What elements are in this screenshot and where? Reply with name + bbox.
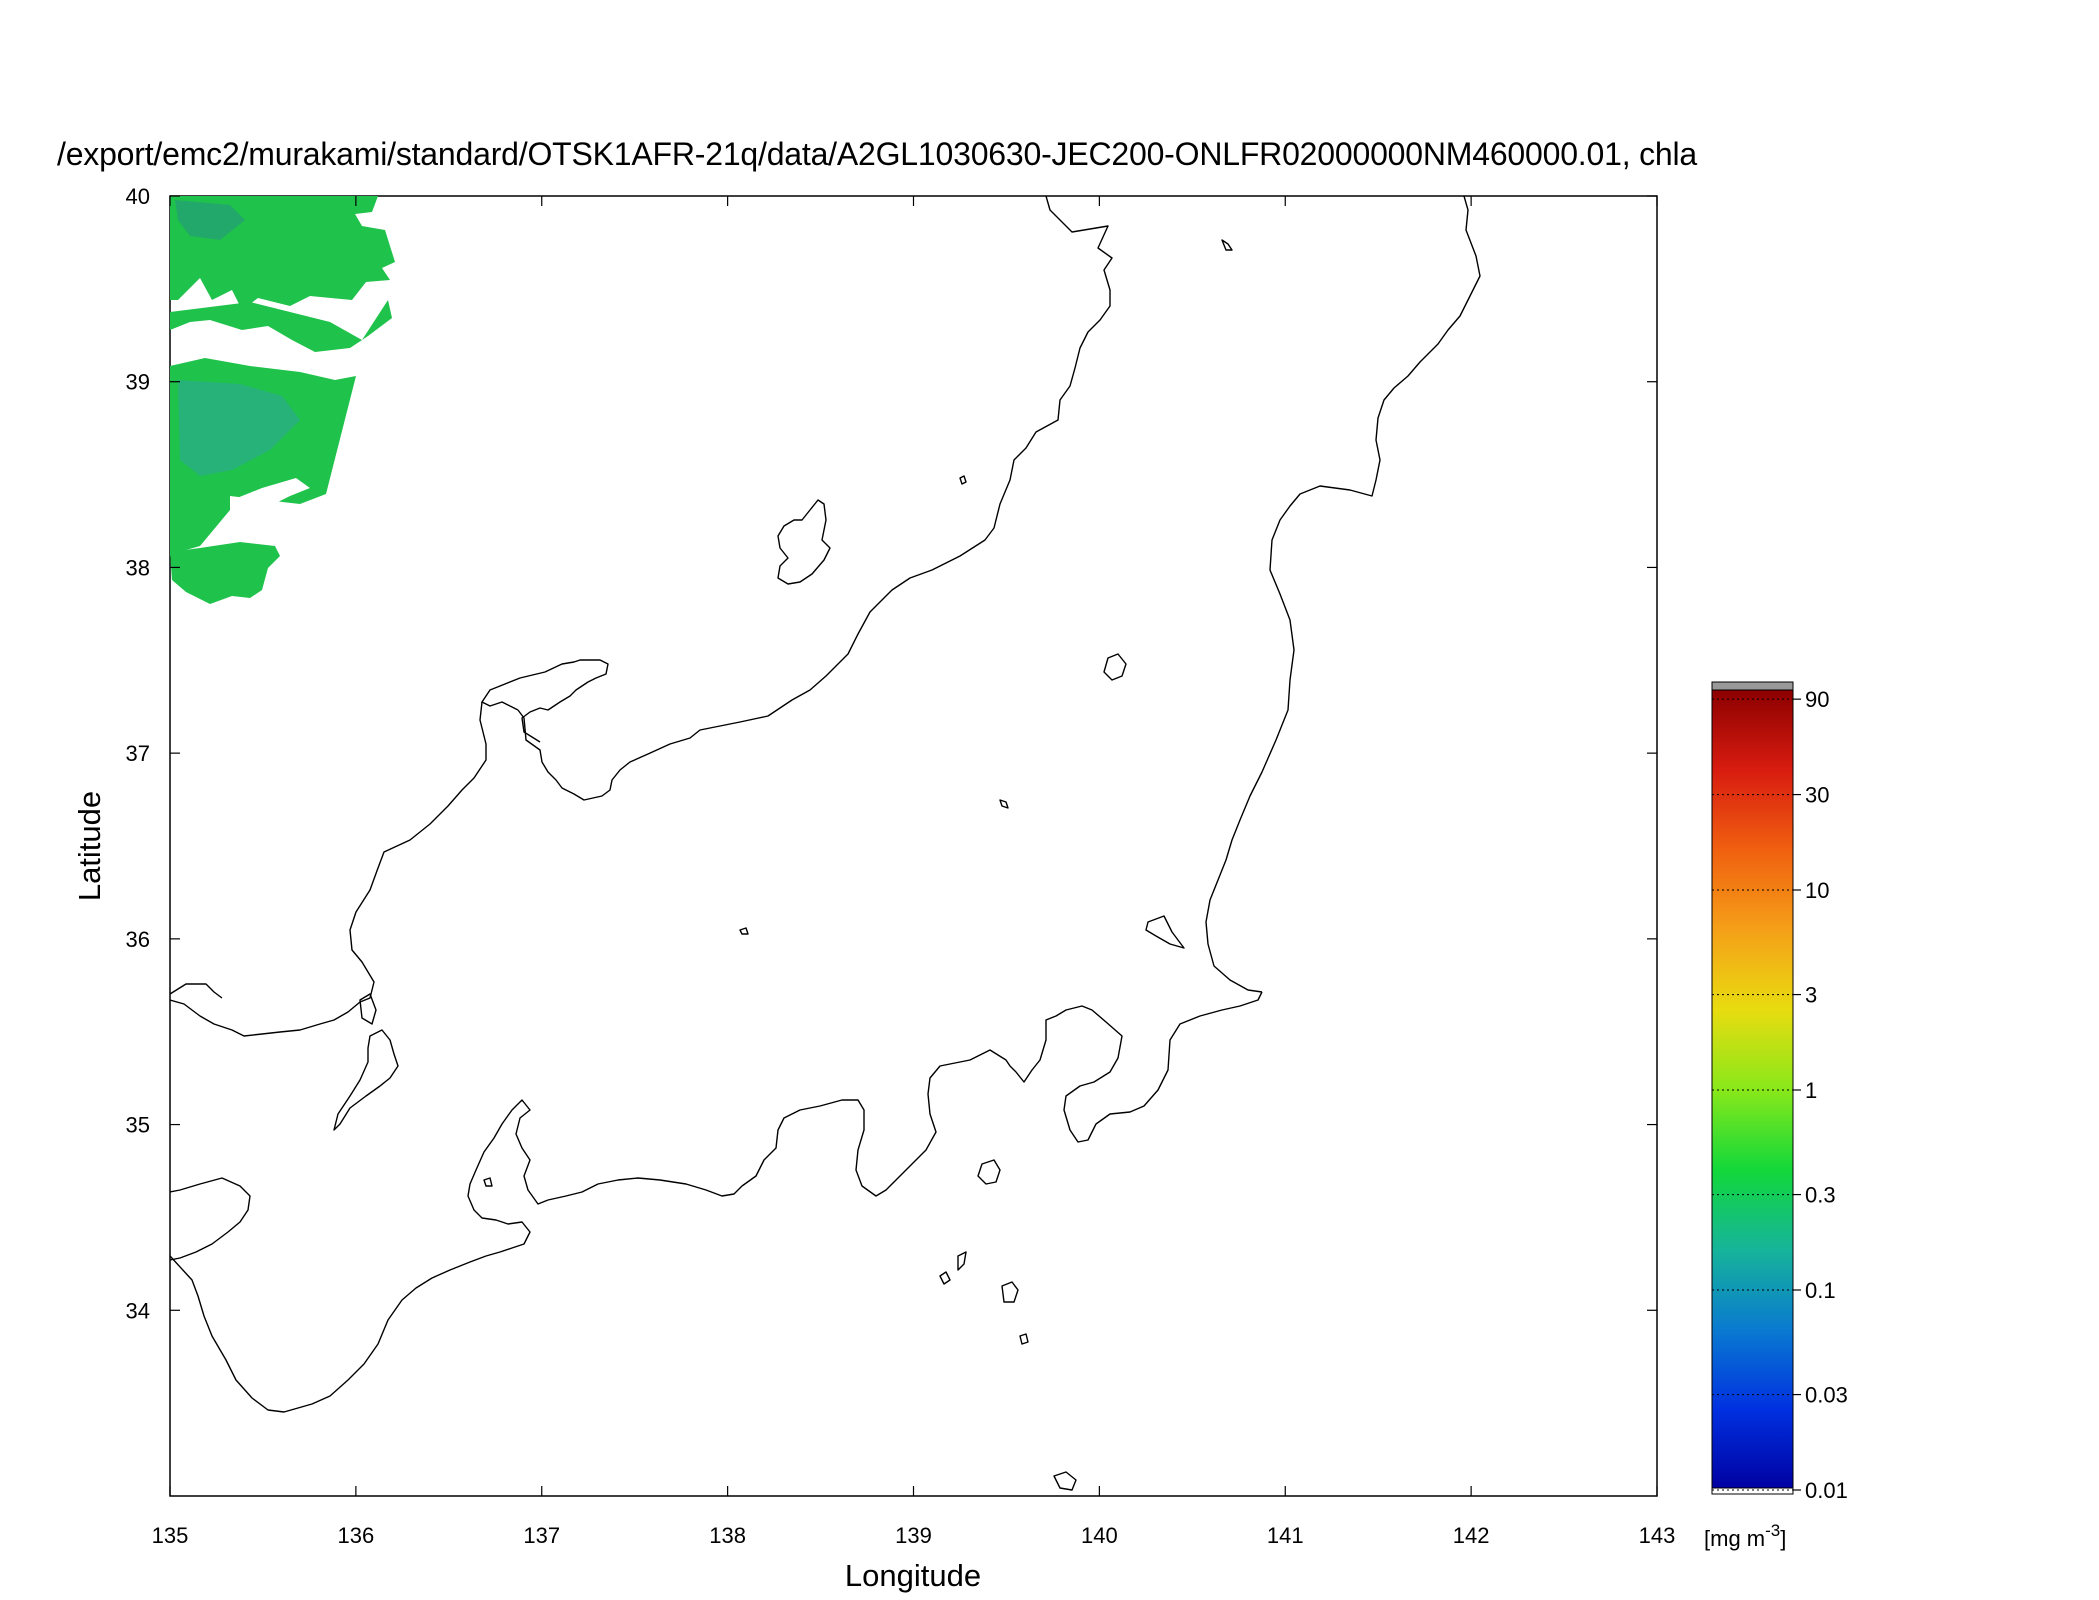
coastline-japan-sea-west: [170, 701, 487, 1037]
island-awaji: [333, 1029, 399, 1131]
colorbar-tick-label: 1: [1805, 1078, 1817, 1103]
plot-title: /export/emc2/murakami/standard/OTSK1AFR-…: [57, 136, 1697, 172]
colorbar: 90 30 10 3 1 0.3 0.1 0.03 0.01 [mg m-3]: [1704, 681, 1848, 1551]
y-axis-title: Latitude: [72, 791, 107, 901]
x-tick-label: 137: [523, 1523, 560, 1548]
coastline-noto-peninsula: [481, 659, 609, 743]
island-miyake: [1001, 1281, 1019, 1303]
x-tick-label: 139: [895, 1523, 932, 1548]
x-axis-title: Longitude: [845, 1558, 981, 1593]
colorbar-tick-label: 0.01: [1805, 1478, 1848, 1503]
colorbar-tick-label: 3: [1805, 983, 1817, 1008]
island-small-d: [959, 475, 967, 485]
island-kozu: [939, 1271, 951, 1285]
island-small-b: [1221, 239, 1233, 251]
coastline-sea-of-japan: [517, 196, 1113, 801]
x-tick-label: 136: [338, 1523, 375, 1548]
island-hachijo: [1053, 1471, 1077, 1491]
y-tick-label: 37: [126, 741, 150, 766]
colorbar-tick-label: 10: [1805, 878, 1829, 903]
island-oshima: [977, 1159, 1001, 1185]
chl-patch-mid: [170, 300, 392, 352]
x-tick-label: 143: [1639, 1523, 1676, 1548]
cloud-gap: [232, 478, 310, 516]
colorbar-overflow: [1711, 681, 1794, 691]
island-niijima: [957, 1251, 967, 1271]
lake-biwa: [359, 993, 377, 1025]
lake-kasumigaura: [1145, 915, 1185, 949]
y-tick-label: 35: [126, 1113, 150, 1138]
colorbar-tick-label: 0.3: [1805, 1183, 1836, 1208]
x-tick-label: 135: [152, 1523, 189, 1548]
island-mikura: [1019, 1333, 1029, 1345]
island-sado: [777, 499, 831, 585]
coastline-osaka: [170, 983, 223, 999]
colorbar-tick-label: 0.03: [1805, 1383, 1848, 1408]
colorbar-tick-label: 30: [1805, 783, 1829, 808]
coastline-boso: [547, 991, 1263, 1201]
x-tick-label: 140: [1081, 1523, 1118, 1548]
island-small-c: [483, 1177, 493, 1187]
y-tick-label: 34: [126, 1298, 150, 1323]
colorbar-unit: [mg m-3]: [1704, 1521, 1786, 1551]
colorbar-ticks: 90 30 10 3 1 0.3 0.1 0.03 0.01: [1712, 687, 1848, 1503]
colorbar-tick-label: 0.1: [1805, 1278, 1836, 1303]
chlorophyll-data-layer: [170, 196, 395, 604]
x-tick-label: 138: [709, 1523, 746, 1548]
colorbar-underflow: [1711, 1487, 1794, 1495]
chl-patch-main-b: [178, 380, 300, 476]
x-axis: 135 136 137 138 139 140 141 142 143: [152, 196, 1676, 1548]
coastline-pacific-east: [1205, 196, 1481, 993]
island-small-a: [739, 927, 749, 935]
x-tick-label: 141: [1267, 1523, 1304, 1548]
coastline-layer: [170, 196, 1481, 1491]
island-sea: [999, 799, 1009, 809]
map-frame: [169, 195, 1658, 1497]
y-tick-label: 40: [126, 184, 150, 209]
chl-patch-north-b: [175, 200, 245, 240]
coastline-kii-west: [170, 1177, 251, 1261]
y-tick-label: 39: [126, 370, 150, 395]
y-tick-label: 38: [126, 555, 150, 580]
x-tick-label: 142: [1453, 1523, 1490, 1548]
coastline-ise-bay: [170, 1099, 549, 1413]
island-awashima: [1103, 653, 1127, 681]
chl-patch-south: [170, 542, 280, 604]
y-axis: 34 35 36 37 38 39 40: [126, 184, 1657, 1323]
colorbar-tick-label: 90: [1805, 687, 1829, 712]
y-tick-label: 36: [126, 927, 150, 952]
